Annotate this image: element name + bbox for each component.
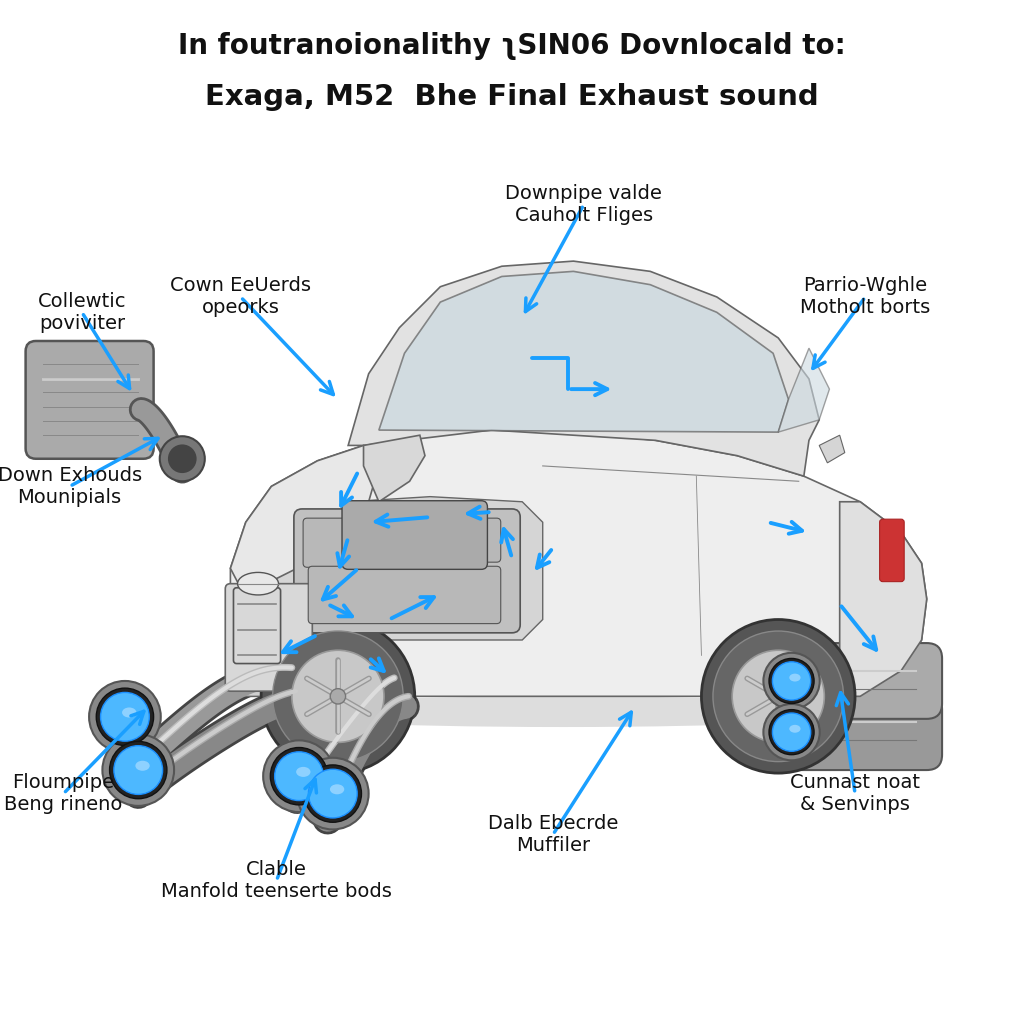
Circle shape — [168, 444, 197, 473]
FancyBboxPatch shape — [778, 694, 942, 770]
Text: Parrio-Wghle
Motholt borts: Parrio-Wghle Motholt borts — [800, 276, 931, 317]
Polygon shape — [819, 435, 845, 463]
Text: Exaga, M52  Bhe Final Exhaust sound: Exaga, M52 Bhe Final Exhaust sound — [205, 83, 819, 112]
Circle shape — [772, 662, 811, 700]
Circle shape — [274, 752, 324, 801]
Text: Clable
Manfold teenserte bods: Clable Manfold teenserte bods — [161, 860, 392, 901]
Circle shape — [701, 620, 855, 773]
Ellipse shape — [790, 725, 801, 733]
FancyBboxPatch shape — [303, 518, 403, 567]
Polygon shape — [840, 502, 927, 696]
Circle shape — [110, 741, 167, 799]
Polygon shape — [230, 445, 379, 594]
FancyBboxPatch shape — [880, 519, 904, 582]
Ellipse shape — [135, 761, 150, 771]
Ellipse shape — [330, 784, 344, 795]
Circle shape — [297, 758, 369, 829]
Circle shape — [769, 710, 814, 755]
Circle shape — [89, 681, 161, 753]
Text: Cunnast noat
& Senvinps: Cunnast noat & Senvinps — [791, 773, 920, 814]
Ellipse shape — [122, 708, 136, 718]
Circle shape — [772, 713, 811, 752]
Circle shape — [160, 436, 205, 481]
Circle shape — [771, 688, 786, 705]
Ellipse shape — [296, 767, 310, 777]
Circle shape — [304, 765, 361, 822]
Circle shape — [732, 650, 824, 742]
FancyBboxPatch shape — [778, 643, 942, 719]
FancyBboxPatch shape — [308, 566, 501, 624]
Text: In foutranoionalithy ʅSIN06 Dovnlocald to:: In foutranoionalithy ʅSIN06 Dovnlocald t… — [178, 32, 846, 60]
Circle shape — [102, 734, 174, 806]
Ellipse shape — [246, 696, 881, 727]
Circle shape — [261, 620, 415, 773]
Text: Floumpipe
Beng rineno: Floumpipe Beng rineno — [4, 773, 123, 814]
Circle shape — [100, 692, 150, 741]
Text: Downpipe valde
Cauholt Fliges: Downpipe valde Cauholt Fliges — [505, 184, 663, 225]
Polygon shape — [230, 430, 927, 696]
Text: Collewtic
poviviter: Collewtic poviviter — [38, 292, 126, 333]
FancyBboxPatch shape — [225, 584, 312, 691]
Polygon shape — [348, 261, 819, 476]
Polygon shape — [364, 435, 425, 502]
Circle shape — [272, 631, 403, 762]
Polygon shape — [276, 497, 543, 640]
Polygon shape — [230, 671, 399, 696]
Circle shape — [96, 688, 154, 745]
Ellipse shape — [238, 572, 279, 595]
Circle shape — [764, 705, 819, 760]
Circle shape — [764, 653, 819, 709]
Circle shape — [308, 769, 357, 818]
Circle shape — [769, 658, 814, 703]
Circle shape — [713, 631, 844, 762]
Ellipse shape — [790, 674, 801, 682]
FancyBboxPatch shape — [294, 509, 520, 633]
Text: Cown EeUerds
opeorks: Cown EeUerds opeorks — [170, 276, 311, 317]
Polygon shape — [778, 348, 829, 432]
Circle shape — [114, 745, 163, 795]
Circle shape — [263, 740, 335, 812]
Circle shape — [270, 748, 328, 805]
Polygon shape — [379, 271, 788, 432]
Circle shape — [330, 688, 346, 705]
FancyBboxPatch shape — [406, 518, 501, 562]
FancyBboxPatch shape — [26, 341, 154, 459]
Circle shape — [292, 650, 384, 742]
Text: Dalb Ebecrde
Muffiler: Dalb Ebecrde Muffiler — [487, 814, 618, 855]
Text: Down Exhouds
Mounipials: Down Exhouds Mounipials — [0, 466, 141, 507]
FancyBboxPatch shape — [342, 501, 487, 569]
